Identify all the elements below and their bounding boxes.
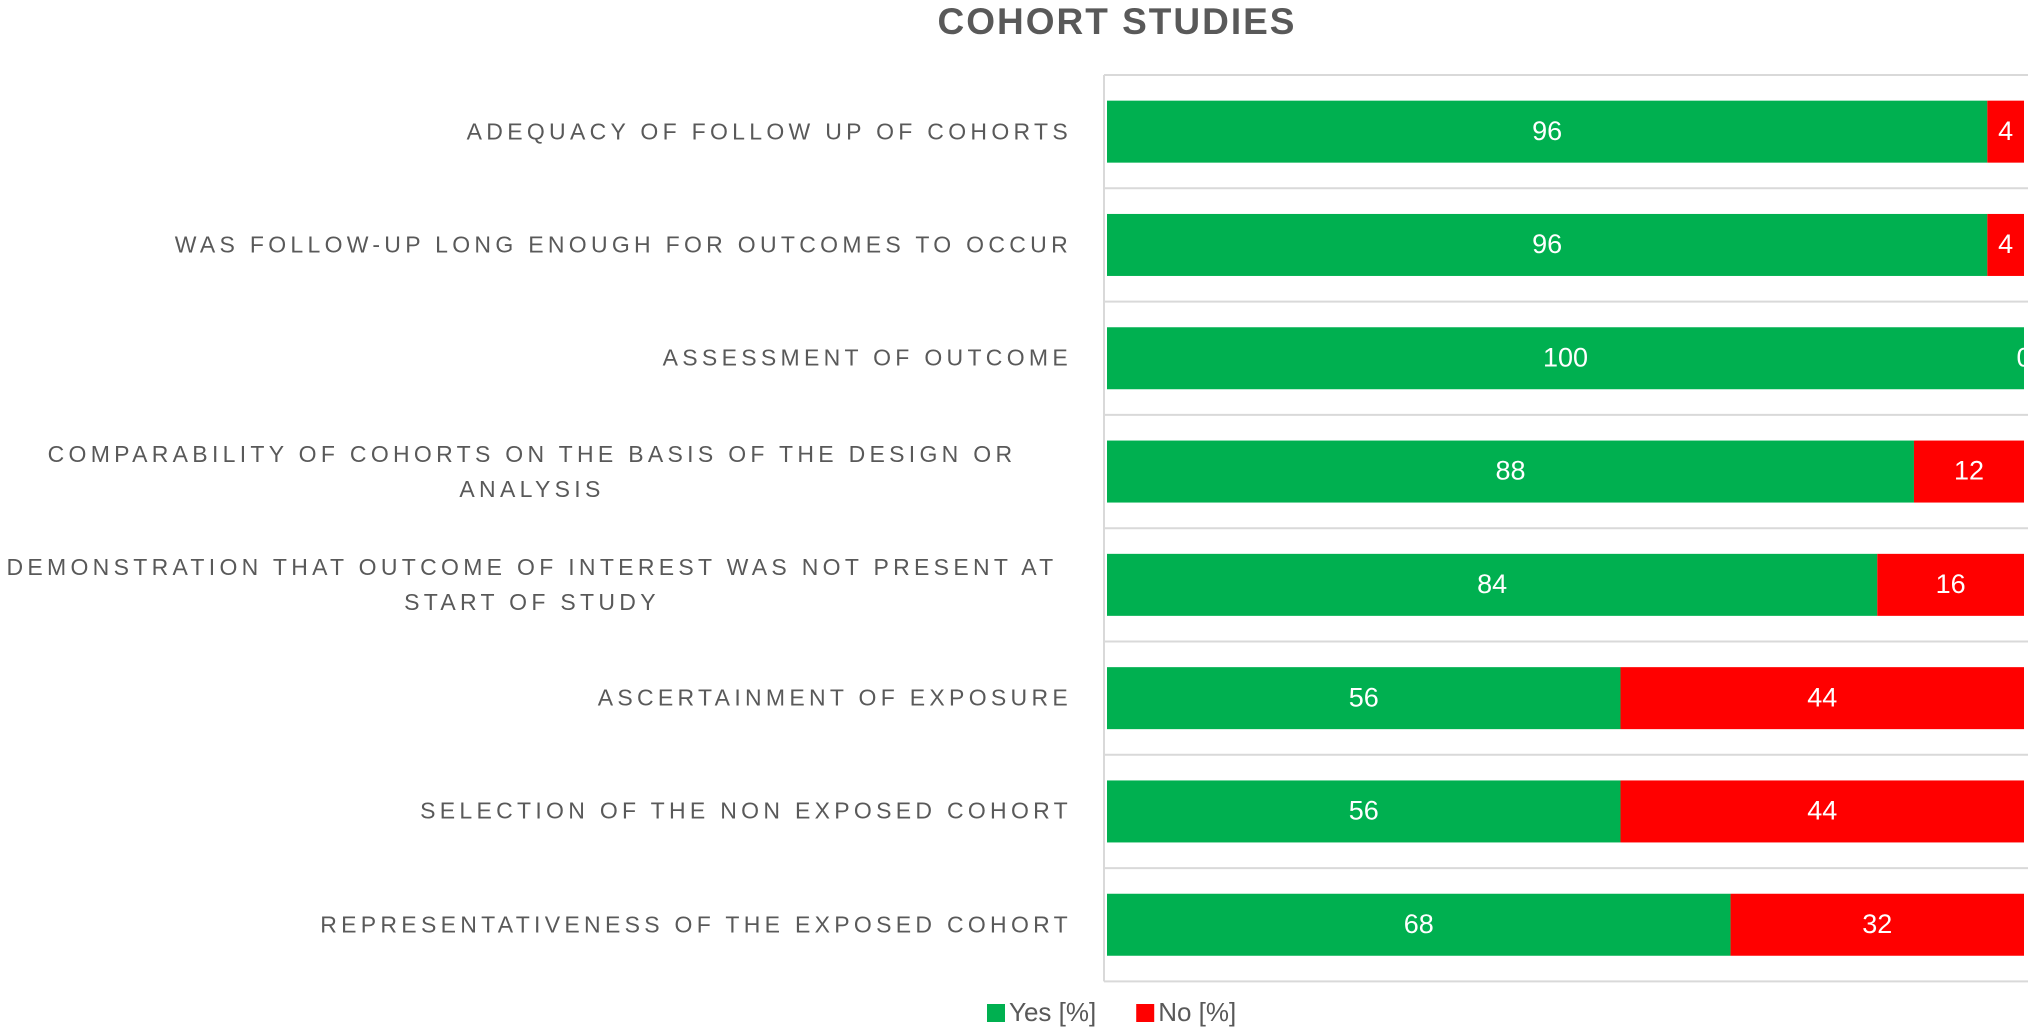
bar-segment [1730,893,2024,956]
value-label: 32 [1862,909,1892,939]
category-label-row: SELECTION OF THE NON EXPOSED COHORT [0,794,1072,829]
y-tick-label: ASSESSMENT OF OUTCOME [662,344,1072,371]
bar-segment [1107,893,1731,956]
value-label: 56 [1349,796,1379,826]
y-tick-label: SELECTION OF THE NON EXPOSED COHORT [420,797,1072,824]
category-label-row: COMPARABILITY OF COHORTS ON THE BASIS OF… [0,437,1072,507]
bar-segment [1107,553,1878,616]
value-label: 96 [1532,229,1562,259]
y-tick-label: ASCERTAINMENT OF EXPOSURE [597,684,1072,711]
legend-swatch [1136,1004,1155,1022]
y-tick-label: WAS FOLLOW-UP LONG ENOUGH FOR OUTCOMES T… [174,231,1072,258]
category-label-row: DEMONSTRATION THAT OUTCOME OF INTEREST W… [0,550,1072,620]
legend-swatch [987,1004,1005,1022]
bar-segment [1107,100,1988,163]
legend-label: Yes [%] [1009,997,1096,1027]
category-label-row: ASSESSMENT OF OUTCOME [0,341,1072,376]
value-label: 88 [1495,456,1525,486]
bar-segment [1877,553,2024,616]
value-label: 12 [1954,456,1984,486]
legend-label: No [%] [1158,997,1236,1027]
bar-segment [1107,667,1621,730]
value-label: 56 [1349,682,1379,712]
chart-title: COHORT STUDIES [938,1,1297,42]
category-label-row: ASCERTAINMENT OF EXPOSURE [0,681,1072,716]
y-tick-label: REPRESENTATIVENESS OF THE EXPOSED COHORT [320,911,1072,938]
value-label: 44 [1807,682,1837,712]
value-label: 0 [2016,342,2030,372]
bar-segment [1107,213,1988,276]
value-label: 4 [1998,229,2013,259]
bar-segment [1987,100,2024,163]
value-label: 96 [1532,116,1562,146]
category-label-row: WAS FOLLOW-UP LONG ENOUGH FOR OUTCOMES T… [0,227,1072,262]
category-label-row: REPRESENTATIVENESS OF THE EXPOSED COHORT [0,907,1072,942]
y-tick-label: DEMONSTRATION THAT OUTCOME OF INTEREST W… [6,553,1058,615]
y-tick-label: ADEQUACY OF FOLLOW UP OF COHORTS [466,118,1072,145]
bar-segment [1913,440,2024,503]
value-label: 16 [1936,569,1966,599]
category-label-row: ADEQUACY OF FOLLOW UP OF COHORTS [0,114,1072,149]
y-tick-label: COMPARABILITY OF COHORTS ON THE BASIS OF… [47,440,1017,502]
bar-segment [1107,780,1621,843]
bar-segment [1620,780,2024,843]
bar-segment [1107,327,2024,390]
bar-segment [1987,213,2024,276]
bar-segment [1620,667,2024,730]
value-label: 100 [1543,342,1588,372]
value-label: 84 [1477,569,1507,599]
value-label: 4 [1998,116,2013,146]
value-label: 44 [1807,796,1837,826]
bar-segment [1107,440,1914,503]
value-label: 68 [1404,909,1434,939]
